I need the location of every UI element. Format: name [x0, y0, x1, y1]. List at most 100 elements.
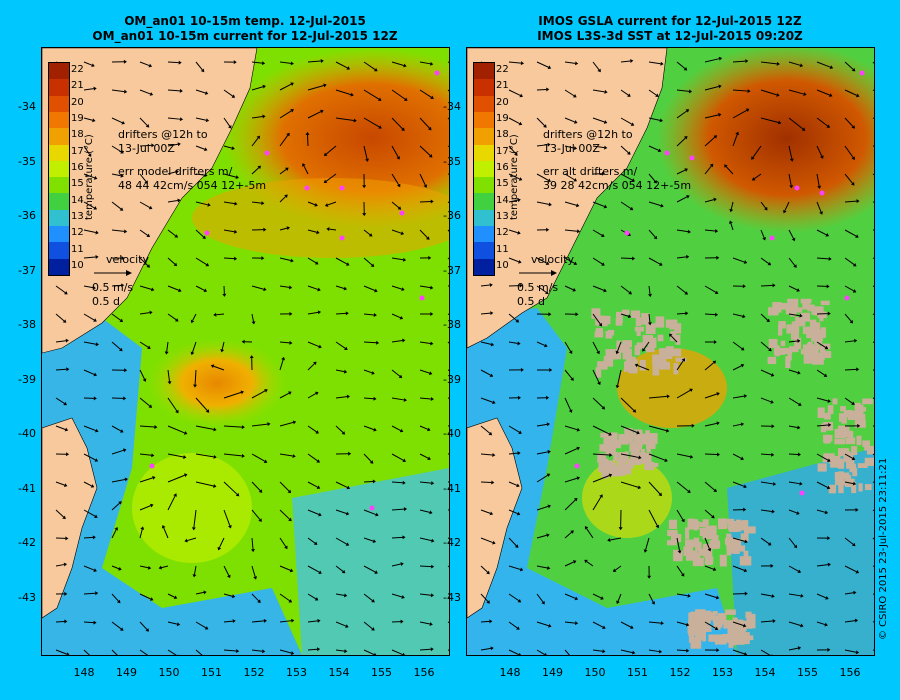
no-data-cell [820, 423, 827, 433]
velocity-arrow [363, 341, 377, 344]
velocity-arrow-head [570, 530, 574, 534]
colorbar-segment [474, 177, 494, 194]
velocity-arrow [195, 89, 206, 94]
velocity-arrow-head [851, 456, 856, 461]
velocity-arrow [139, 117, 148, 126]
velocity-arrow [139, 144, 152, 147]
velocity-arrow-head [826, 284, 830, 289]
velocity-arrow [335, 649, 345, 652]
velocity-arrow [480, 369, 491, 376]
velocity-arrow [303, 165, 309, 175]
velocity-arrow [480, 537, 493, 544]
velocity-arrow-head [93, 318, 97, 322]
velocity-arrow [760, 509, 772, 513]
no-data-cell [820, 327, 826, 338]
velocity-arrow-head [116, 599, 121, 604]
velocity-arrow-head [572, 287, 576, 292]
no-data-cell [854, 419, 866, 428]
velocity-arrow [788, 61, 801, 66]
velocity-arrow [391, 397, 405, 401]
velocity-arrow [564, 173, 575, 181]
velocity-arrow [760, 481, 774, 485]
velocity-arrow [307, 425, 317, 433]
velocity-arrow-head [192, 574, 197, 578]
right-map-panel[interactable] [466, 47, 875, 656]
velocity-arrow [592, 397, 604, 408]
velocity-arrow-head [345, 311, 349, 316]
colorbar-segment [474, 226, 494, 243]
velocity-arrow-head [669, 333, 673, 338]
velocity-arrow-head [740, 456, 744, 461]
no-data-cell [711, 542, 720, 549]
no-data-cell [685, 553, 693, 561]
velocity-arrow-head [637, 485, 642, 490]
velocity-arrow [648, 257, 661, 265]
velocity-arrow-head [829, 65, 834, 70]
velocity-arrow-head [94, 458, 99, 462]
velocity-arrow [83, 201, 95, 209]
velocity-arrow-head [547, 504, 552, 509]
velocity-arrow-head [427, 456, 431, 460]
velocity-arrow [83, 592, 96, 595]
no-data-cell [814, 336, 823, 345]
velocity-arrow [725, 166, 734, 175]
velocity-arrow [704, 509, 713, 517]
no-data-cell [667, 529, 678, 537]
no-data-cell [636, 330, 641, 337]
lat-tick-label: -43 [18, 590, 36, 604]
no-data-cell [805, 352, 814, 360]
velocity-arrow [195, 229, 204, 238]
velocity-arrow [480, 593, 489, 602]
no-data-cell [802, 300, 810, 310]
velocity-arrow-head [249, 355, 254, 359]
velocity-arrow [195, 649, 203, 655]
velocity-arrow-head [341, 569, 346, 574]
velocity-arrow-head [93, 206, 98, 210]
velocity-arrow-head [91, 63, 95, 68]
left-map-panel[interactable] [41, 47, 450, 656]
velocity-arrow [648, 453, 666, 461]
no-data-cell [641, 452, 652, 464]
velocity-arrow-head [145, 124, 150, 128]
no-data-cell [721, 633, 731, 643]
lon-tick-label: 152 [669, 666, 691, 679]
velocity-arrow [111, 425, 122, 432]
velocity-arrow [508, 145, 516, 154]
velocity-arrow [223, 593, 233, 597]
velocity-arrow-head [158, 565, 162, 570]
velocity-arrow-head [735, 131, 740, 136]
velocity-arrow-head [190, 351, 195, 356]
velocity-arrow-head [707, 547, 712, 552]
velocity-arrow-head [518, 430, 522, 434]
no-data-cell [789, 346, 799, 353]
velocity-arrow-head [123, 396, 127, 401]
drifters-right [574, 70, 865, 496]
velocity-arrow [195, 285, 205, 291]
no-data-cell [628, 361, 638, 374]
velocity-arrow [816, 369, 826, 376]
velocity-arrow-head [368, 233, 373, 237]
velocity-arrow [732, 565, 745, 571]
velocity-arrow-head [425, 236, 430, 240]
velocity-arrow [620, 89, 629, 96]
velocity-arrow-head [403, 63, 407, 68]
velocity-arrow-head [627, 151, 631, 155]
velocity-arrow-head [343, 369, 348, 374]
velocity-arrow [784, 201, 790, 211]
velocity-arrows-right [480, 56, 874, 655]
velocity-arrow-head [372, 479, 376, 484]
velocity-arrow-head [819, 155, 824, 159]
velocity-arrow-head [636, 430, 640, 435]
velocity-arrow-head [373, 312, 377, 317]
colorbar-tick-label: 17 [496, 145, 509, 157]
velocity-arrow-head [174, 234, 179, 238]
no-data-cell [777, 324, 783, 336]
no-data-cell [726, 544, 732, 556]
no-data-cell [843, 410, 853, 416]
velocity-arrow-head [317, 310, 322, 315]
velocity-arrow-head [62, 319, 67, 323]
velocity-arrow-head [193, 384, 198, 388]
velocity-arrow [363, 229, 371, 236]
no-data-cell [708, 634, 718, 642]
velocity-arrow [391, 89, 406, 100]
